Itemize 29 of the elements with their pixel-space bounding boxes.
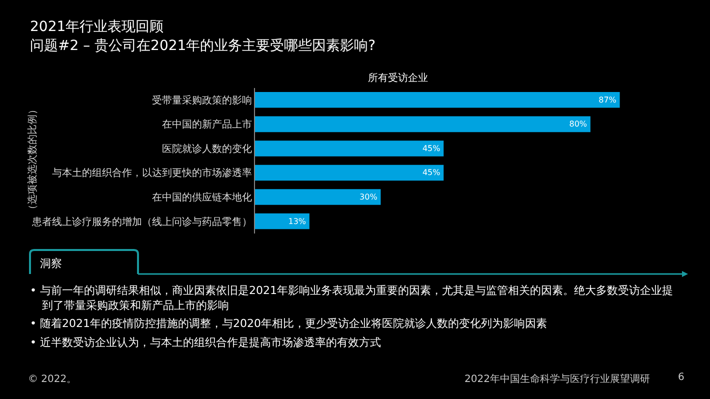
data-label: 80%: [569, 120, 588, 129]
data-label: 45%: [422, 144, 441, 153]
text: • 与前一年的调研结果相似，商业因素依旧是2021年影响业务表现最为重要的因素，尤其是与监管相关的因素。绝大多数受访企业提到了带量采购政策和新产品上市的影响: [30, 283, 674, 313]
y-tick-label: 在中国的供应链本地化: [152, 192, 252, 204]
text: 洞察: [40, 256, 62, 271]
bar: [254, 116, 590, 132]
text: 6: [678, 372, 684, 383]
text: 2022年中国生命科学与医疗行业展望调研: [464, 372, 650, 386]
text: • 随着2021年的疫情防控措施的调整，与2020年相比，更少受访企业将医院就诊人数的变化列为影响因素: [30, 316, 548, 331]
bar: [254, 140, 444, 156]
text: 2021年行业表现回顾: [30, 18, 164, 36]
data-label: 45%: [422, 168, 441, 178]
text: © 2022。: [28, 373, 77, 386]
bar: [254, 164, 444, 181]
y-axis-title: （选项被选次数的比例）: [26, 104, 38, 215]
bar: [254, 92, 620, 108]
chart-subtitle: 问题#2 – 贵公司在2021年的业务主要受哪些因素影响?: [30, 37, 376, 55]
y-tick-label: 医院就诊人数的变化: [162, 142, 252, 155]
bar: [254, 189, 381, 205]
data-label: 13%: [288, 216, 306, 226]
bar: [254, 213, 310, 230]
y-tick-label: 患者线上诊疗服务的增加（线上问诊与药品零售）: [30, 216, 252, 228]
y-tick-label: 与本土的组织合作，以达到更快的市场渗透率: [52, 167, 252, 180]
y-tick-label: 受带量采购政策的影响: [152, 94, 252, 106]
y-tick-label: 在中国的新产品上市: [162, 118, 252, 131]
text: • 近半数受访企业认为，与本土的组织合作是提高市场渗透率的有效方式: [30, 335, 382, 350]
data-label: 30%: [360, 192, 378, 202]
data-label: 87%: [598, 95, 617, 104]
text: 所有受访企业: [368, 72, 428, 84]
